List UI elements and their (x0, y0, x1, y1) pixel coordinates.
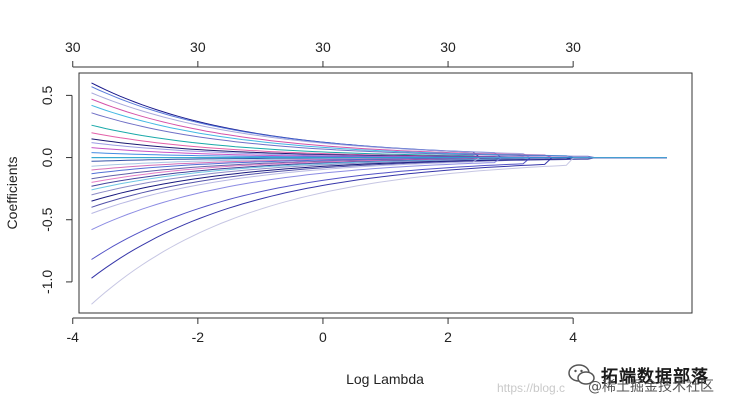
watermark-url: https://blog.c (497, 381, 566, 395)
x-tick-label: -4 (67, 329, 80, 345)
top-tick-label: 30 (440, 39, 456, 55)
watermark-brand: 拓端数据部落 (601, 367, 709, 387)
coefficient-line-4 (91, 98, 667, 159)
y-tick-label: 0.5 (39, 85, 55, 105)
wechat-logo-icon (568, 364, 595, 385)
x-tick-label: -2 (192, 329, 205, 345)
x-tick-label: 2 (444, 329, 452, 345)
top-axis: 30 30 30 30 30 (65, 39, 581, 68)
coefficient-lines (91, 82, 667, 305)
y-tick-label: -0.5 (39, 207, 55, 231)
y-tick-label: -1.0 (39, 270, 55, 294)
top-tick-label: 30 (65, 39, 81, 55)
plot-frame (78, 72, 693, 314)
y-tick-label: 0.0 (39, 148, 55, 168)
coefficient-line-2 (91, 86, 667, 159)
x-tick-label: 0 (319, 329, 327, 345)
y-axis-title: Coefficients (4, 157, 20, 230)
coefficient-line-28 (91, 157, 667, 279)
coefficient-line-24 (91, 157, 667, 208)
top-tick-label: 30 (565, 39, 581, 55)
coefficient-line-5 (91, 104, 667, 159)
x-axis-title: Log Lambda (346, 371, 424, 387)
top-tick-label: 30 (190, 39, 206, 55)
y-axis: -1.0 -0.5 0.0 0.5 (39, 85, 73, 294)
coefficient-line-23 (91, 157, 667, 202)
coefficient-line-29 (91, 157, 667, 305)
top-tick-label: 30 (315, 39, 331, 55)
watermark-community: @稀土掘金技术社区 (588, 379, 714, 395)
x-axis: -4 -2 0 2 4 (67, 317, 577, 345)
x-tick-label: 4 (569, 329, 577, 345)
plot-area (78, 72, 693, 314)
coefficient-line-6 (91, 112, 667, 159)
